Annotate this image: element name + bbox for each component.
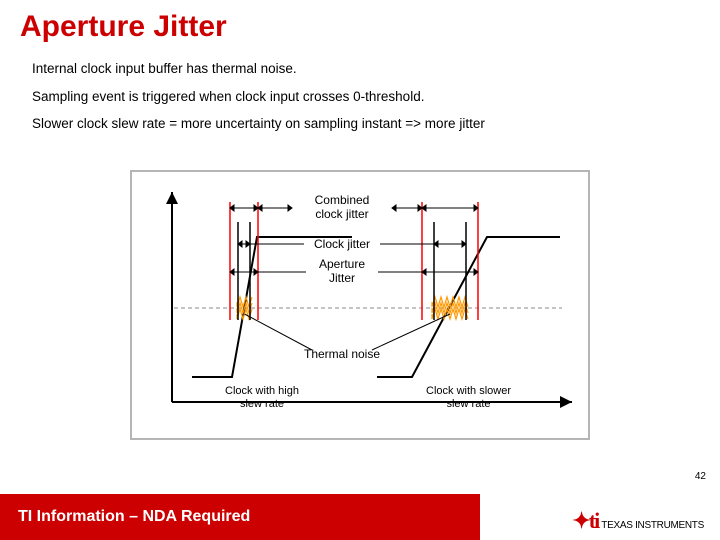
diagram-frame: Combinedclock jitter Clock jitter Aperture… bbox=[130, 170, 590, 440]
svg-text:slew rate: slew rate bbox=[446, 398, 490, 410]
bullets: Internal clock input buffer has thermal … bbox=[32, 58, 672, 141]
svg-text:Clock jitter: Clock jitter bbox=[314, 237, 370, 251]
svg-text:Aperture: Aperture bbox=[319, 257, 365, 271]
svg-text:Jitter: Jitter bbox=[329, 271, 355, 285]
page-number: 42 bbox=[695, 471, 706, 482]
svg-text:Clock with high: Clock with high bbox=[225, 385, 299, 397]
svg-text:Clock with slower: Clock with slower bbox=[426, 385, 511, 397]
ti-logo-icon: ✦ti bbox=[572, 508, 598, 533]
bullet-1: Internal clock input buffer has thermal … bbox=[32, 58, 672, 80]
svg-text:slew rate: slew rate bbox=[240, 398, 284, 410]
svg-text:clock jitter: clock jitter bbox=[315, 207, 368, 221]
ti-logo-text: TEXAS INSTRUMENTS bbox=[601, 520, 704, 531]
bullet-3: Slower clock slew rate = more uncertaint… bbox=[32, 113, 672, 135]
svg-text:Thermal noise: Thermal noise bbox=[304, 347, 380, 361]
footer-text: TI Information – NDA Required bbox=[0, 494, 480, 540]
footer: TI Information – NDA Required ✦ti TEXAS … bbox=[0, 494, 720, 540]
aperture-jitter-diagram: Combinedclock jitter Clock jitter Aperture… bbox=[132, 172, 592, 442]
ti-logo: ✦ti TEXAS INSTRUMENTS bbox=[572, 508, 704, 534]
svg-text:Combined: Combined bbox=[315, 193, 370, 207]
page-title: Aperture Jitter bbox=[20, 10, 227, 44]
bullet-2: Sampling event is triggered when clock i… bbox=[32, 86, 672, 108]
